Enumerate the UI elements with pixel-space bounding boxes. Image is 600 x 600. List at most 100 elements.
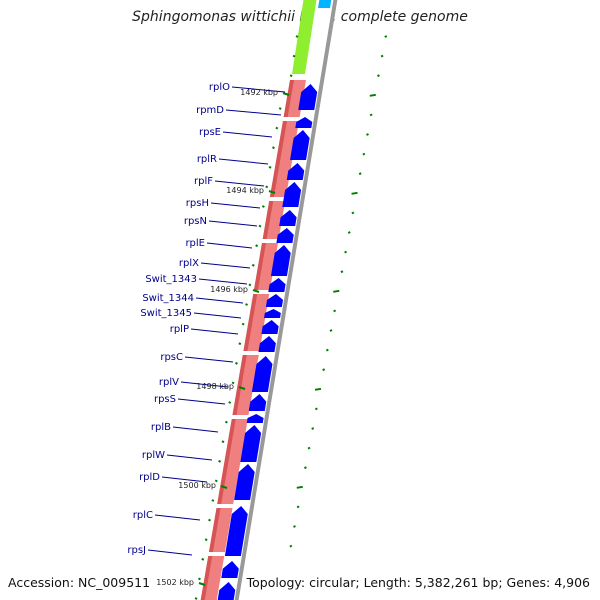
ruler-tick — [362, 152, 366, 156]
cds-arrow — [265, 294, 284, 307]
ruler-tick — [325, 348, 329, 352]
map-title: Sphingomonas wittichii RW1, complete gen… — [132, 9, 468, 25]
gene-label[interactable]: Swit_1343 — [145, 274, 197, 285]
cds-arrow — [290, 130, 310, 160]
gene-leader-line — [172, 426, 219, 433]
gene-label[interactable]: rpmD — [196, 105, 224, 116]
minor-tick — [201, 557, 205, 561]
scale-tick — [252, 289, 260, 293]
minor-tick — [221, 440, 225, 444]
minor-tick — [275, 126, 279, 130]
minor-tick — [214, 479, 218, 483]
minor-tick — [265, 185, 269, 189]
gene-leader-line — [210, 202, 261, 209]
cds-arrow — [279, 210, 297, 226]
ruler-tick — [333, 309, 337, 313]
ruler-tick — [314, 407, 318, 411]
gene-label[interactable]: rplV — [159, 377, 179, 388]
cds-arrow — [286, 163, 305, 180]
minor-tick — [197, 577, 201, 581]
ruler-tick — [340, 270, 344, 274]
ruler-tick — [289, 74, 293, 78]
rna-segment-gap — [268, 197, 287, 201]
gene-label[interactable]: rpsJ — [127, 545, 146, 556]
gene-leader-line — [231, 86, 286, 93]
minor-tick — [268, 165, 272, 169]
ruler-tick — [333, 289, 340, 293]
gene-leader-line — [218, 158, 269, 165]
rna-track-edge — [200, 80, 294, 600]
cds-arrow — [240, 425, 262, 462]
ruler-tick — [351, 211, 355, 215]
ruler-tick — [347, 231, 351, 234]
scale-label: 1496 kbp — [210, 285, 248, 294]
minor-tick — [241, 322, 245, 326]
gene-leader-line — [208, 220, 258, 227]
gene-label[interactable]: rplF — [194, 176, 213, 187]
cds-arrow — [234, 464, 255, 500]
gene-label[interactable]: rplC — [133, 510, 153, 521]
cds-arrow — [270, 245, 291, 276]
gene-leader-line — [184, 356, 234, 363]
ruler-tick — [369, 93, 376, 97]
minor-tick — [218, 459, 222, 463]
ruler-tick — [358, 172, 362, 176]
minor-tick — [251, 263, 255, 267]
cyan-feature — [318, 0, 332, 8]
scale-tick — [268, 190, 276, 194]
ruler-tick — [311, 427, 315, 430]
gene-label[interactable]: rplB — [151, 422, 171, 433]
gene-label[interactable]: rplX — [179, 258, 199, 269]
gene-leader-line — [180, 381, 229, 388]
ruler-tick — [329, 329, 333, 332]
minor-tick — [204, 538, 208, 542]
ruler-tick — [303, 466, 307, 470]
gene-label[interactable]: Swit_1345 — [140, 308, 192, 319]
ruler-tick — [314, 387, 322, 391]
rna-segment-gap — [260, 239, 280, 243]
minor-tick — [208, 518, 211, 522]
gene-label[interactable]: rplR — [197, 154, 217, 165]
gene-label[interactable]: rplW — [142, 450, 165, 461]
gene-label[interactable]: rplP — [170, 324, 189, 335]
gene-label[interactable]: Swit_1344 — [142, 293, 194, 304]
cds-arrow — [246, 414, 264, 423]
minor-tick — [245, 303, 248, 306]
cds-arrow — [248, 394, 267, 411]
gene-label[interactable]: rpsH — [186, 198, 209, 209]
ruler-tick — [293, 525, 296, 528]
gene-leader-line — [225, 109, 282, 116]
green-feature — [292, 0, 317, 74]
gene-label[interactable]: rpsE — [199, 127, 221, 138]
genome-summary: Topology: circular; Length: 5,382,261 bp… — [246, 575, 590, 590]
rna-segment-gap — [241, 351, 261, 355]
gene-label[interactable]: rpsS — [154, 394, 176, 405]
scale-label: 1500 kbp — [178, 481, 216, 490]
gene-label[interactable]: rplD — [139, 472, 160, 483]
ruler-tick — [351, 191, 358, 195]
minor-tick — [261, 205, 265, 208]
gene-label[interactable]: rplO — [209, 82, 230, 93]
gene-label[interactable]: rpsN — [184, 216, 207, 227]
cds-arrow — [258, 336, 276, 352]
ruler-tick — [380, 54, 384, 58]
rna-segment-gap — [281, 117, 301, 121]
minor-tick — [272, 146, 275, 150]
ruler-tick — [289, 544, 293, 548]
cds-arrow — [221, 561, 239, 578]
ruler-tick — [307, 446, 311, 450]
rna-segment-gap — [215, 504, 235, 508]
rna-segment-gap — [207, 552, 226, 556]
cds-arrow — [217, 582, 236, 600]
gene-label[interactable]: rpsC — [160, 352, 183, 363]
accession-label: Accession: NC_009511 — [8, 575, 151, 590]
minor-tick — [238, 342, 242, 346]
minor-tick — [258, 224, 262, 228]
gene-leader-line — [161, 476, 208, 483]
minor-tick — [224, 420, 228, 424]
ruler-tick — [384, 35, 388, 38]
minor-tick — [211, 499, 215, 502]
cds-arrow — [224, 506, 248, 556]
gene-label[interactable]: rplE — [185, 238, 205, 249]
